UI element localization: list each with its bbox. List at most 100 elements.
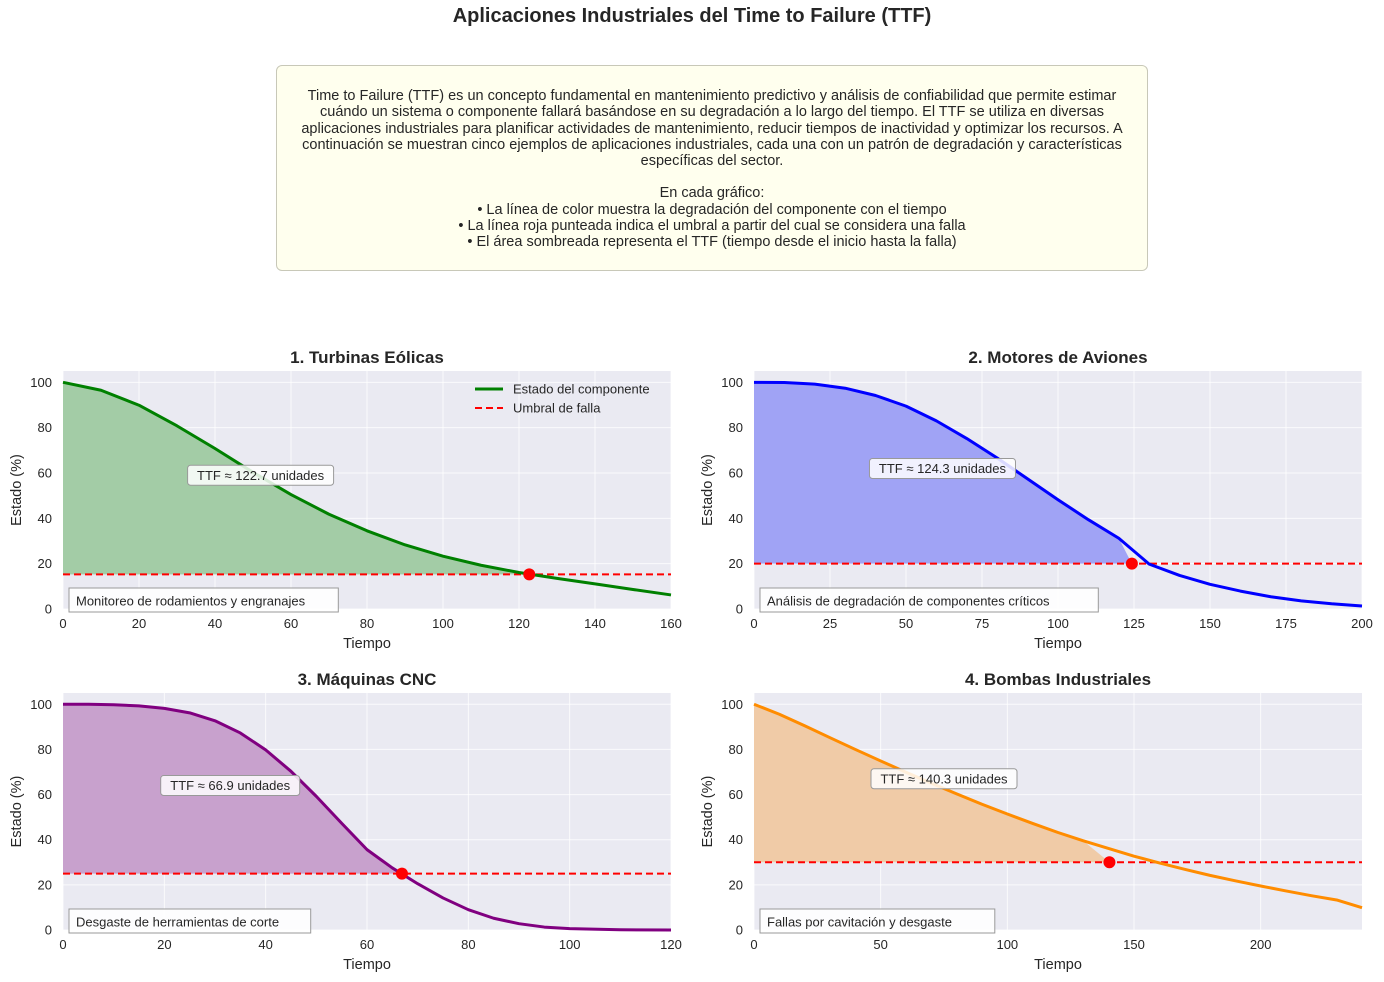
x-axis-label: Tiempo bbox=[1034, 957, 1082, 973]
y-tick-label: 60 bbox=[38, 787, 52, 802]
y-tick-label: 0 bbox=[736, 602, 743, 617]
y-axis-label: Estado (%) bbox=[700, 776, 716, 848]
chart-3: 0 20 40 60 80 100 120 0 20 40 60 80 100 TTF ≈ 66.9 un… bbox=[9, 670, 682, 973]
x-tick-label: 20 bbox=[157, 937, 171, 952]
chart-title: 2. Motores de Aviones bbox=[968, 348, 1147, 367]
x-tick-label: 100 bbox=[559, 937, 581, 952]
x-tick-label: 0 bbox=[59, 616, 66, 631]
x-tick-label: 40 bbox=[208, 616, 222, 631]
x-tick-label: 0 bbox=[750, 616, 757, 631]
ttf-label-box bbox=[187, 464, 335, 486]
y-tick-label: 0 bbox=[736, 923, 743, 938]
ttf-label-box bbox=[870, 768, 1018, 790]
x-tick-label: 200 bbox=[1351, 616, 1373, 631]
y-tick-label: 80 bbox=[38, 420, 52, 435]
y-tick-label: 60 bbox=[38, 466, 52, 481]
x-tick-label: 150 bbox=[1123, 937, 1145, 952]
y-axis-label: Estado (%) bbox=[9, 776, 25, 848]
x-tick-label: 60 bbox=[284, 616, 298, 631]
degradation-curve bbox=[753, 380, 1363, 608]
x-tick-label: 175 bbox=[1275, 616, 1297, 631]
x-axis-label: Tiempo bbox=[343, 957, 391, 973]
note-text: Monitoreo de rodamientos y engranajes bbox=[76, 594, 306, 609]
chart-1: 0 20 40 60 80 100 120 140 160 0 20 40 60 80 100 TTF ≈ 1… bbox=[9, 348, 682, 652]
x-tick-label: 20 bbox=[132, 616, 146, 631]
y-tick-label: 100 bbox=[30, 697, 52, 712]
x-tick-label: 60 bbox=[360, 937, 374, 952]
chart-title: 1. Turbinas Eólicas bbox=[290, 348, 444, 367]
ttf-label-box bbox=[160, 775, 301, 797]
y-tick-label: 100 bbox=[721, 375, 743, 390]
x-tick-label: 120 bbox=[508, 616, 530, 631]
description-bullet-1: • La línea de color muestra la degradaci… bbox=[477, 201, 947, 218]
degradation-curve bbox=[753, 702, 1363, 910]
x-tick-label: 100 bbox=[996, 937, 1018, 952]
ttf-label: TTF ≈ 124.3 unidades bbox=[879, 461, 1007, 476]
main-title: Aplicaciones Industriales del Time to Fa… bbox=[452, 5, 932, 27]
failure-point bbox=[1103, 856, 1116, 869]
y-tick-label: 40 bbox=[38, 832, 52, 847]
note-box bbox=[759, 908, 996, 934]
y-tick-label: 0 bbox=[45, 602, 52, 617]
chart-title: 3. Máquinas CNC bbox=[298, 670, 437, 689]
legend-label-state: Estado del componente bbox=[513, 382, 650, 397]
y-tick-label: 60 bbox=[729, 787, 743, 802]
ttf-label: TTF ≈ 66.9 unidades bbox=[170, 778, 290, 793]
x-tick-label: 0 bbox=[59, 937, 66, 952]
x-tick-label: 75 bbox=[975, 616, 989, 631]
description-intro: En cada gráfico: bbox=[659, 185, 765, 202]
note-box bbox=[68, 908, 312, 934]
x-tick-label: 50 bbox=[899, 616, 913, 631]
y-tick-label: 60 bbox=[729, 466, 743, 481]
x-tick-label: 200 bbox=[1250, 937, 1272, 952]
x-tick-label: 25 bbox=[823, 616, 837, 631]
description-box: Time to Failure (TTF) es un concepto fun… bbox=[276, 65, 1148, 271]
failure-point bbox=[395, 867, 408, 880]
x-tick-label: 120 bbox=[660, 937, 682, 952]
x-axis-label: Tiempo bbox=[343, 636, 391, 652]
x-tick-label: 80 bbox=[461, 937, 475, 952]
degradation-curve bbox=[63, 702, 672, 932]
ttf-label-box bbox=[868, 457, 1016, 479]
description-paragraph: Time to Failure (TTF) es un concepto fun… bbox=[301, 88, 1123, 170]
failure-point bbox=[1125, 557, 1138, 570]
degradation-curve bbox=[62, 380, 672, 597]
x-tick-label: 80 bbox=[360, 616, 374, 631]
y-tick-label: 0 bbox=[45, 923, 52, 938]
x-tick-label: 160 bbox=[660, 616, 682, 631]
chart-2: 0 25 50 75 100 125 150 175 200 0 20 40 60 80 100 TTF ≈ … bbox=[700, 348, 1373, 652]
y-tick-label: 20 bbox=[729, 877, 743, 892]
y-axis-label: Estado (%) bbox=[700, 454, 716, 526]
note-text: Fallas por cavitación y desgaste bbox=[767, 915, 952, 930]
x-tick-label: 150 bbox=[1199, 616, 1221, 631]
y-tick-label: 80 bbox=[729, 420, 743, 435]
x-tick-label: 40 bbox=[258, 937, 272, 952]
y-tick-label: 40 bbox=[729, 832, 743, 847]
description-bullet-3: • El área sombreada representa el TTF (t… bbox=[467, 234, 957, 251]
x-tick-label: 100 bbox=[1047, 616, 1069, 631]
note-text: Desgaste de herramientas de corte bbox=[76, 915, 279, 930]
x-tick-label: 125 bbox=[1123, 616, 1145, 631]
ttf-label: TTF ≈ 122.7 unidades bbox=[197, 468, 325, 483]
ttf-shaded-area bbox=[63, 382, 530, 575]
failure-point bbox=[523, 568, 536, 581]
chart-title: 4. Bombas Industriales bbox=[965, 670, 1151, 689]
y-tick-label: 20 bbox=[38, 556, 52, 571]
chart-4: 0 50 100 150 200 0 20 40 60 80 100 TTF ≈ 140.3 unid… bbox=[700, 670, 1363, 973]
y-tick-label: 20 bbox=[729, 556, 743, 571]
y-tick-label: 80 bbox=[38, 742, 52, 757]
y-tick-label: 40 bbox=[38, 511, 52, 526]
ttf-label: TTF ≈ 140.3 unidades bbox=[880, 771, 1008, 786]
y-tick-label: 80 bbox=[729, 742, 743, 757]
note-text: Análisis de degradación de componentes c… bbox=[767, 594, 1050, 609]
y-tick-label: 40 bbox=[729, 511, 743, 526]
legend-label-threshold: Umbral de falla bbox=[513, 401, 601, 416]
x-tick-label: 100 bbox=[432, 616, 454, 631]
y-tick-label: 100 bbox=[30, 375, 52, 390]
x-axis-label: Tiempo bbox=[1034, 636, 1082, 652]
note-box bbox=[759, 587, 1099, 613]
x-tick-label: 0 bbox=[750, 937, 757, 952]
description-bullet-2: • La línea roja punteada indica el umbra… bbox=[458, 218, 966, 235]
y-tick-label: 100 bbox=[721, 697, 743, 712]
